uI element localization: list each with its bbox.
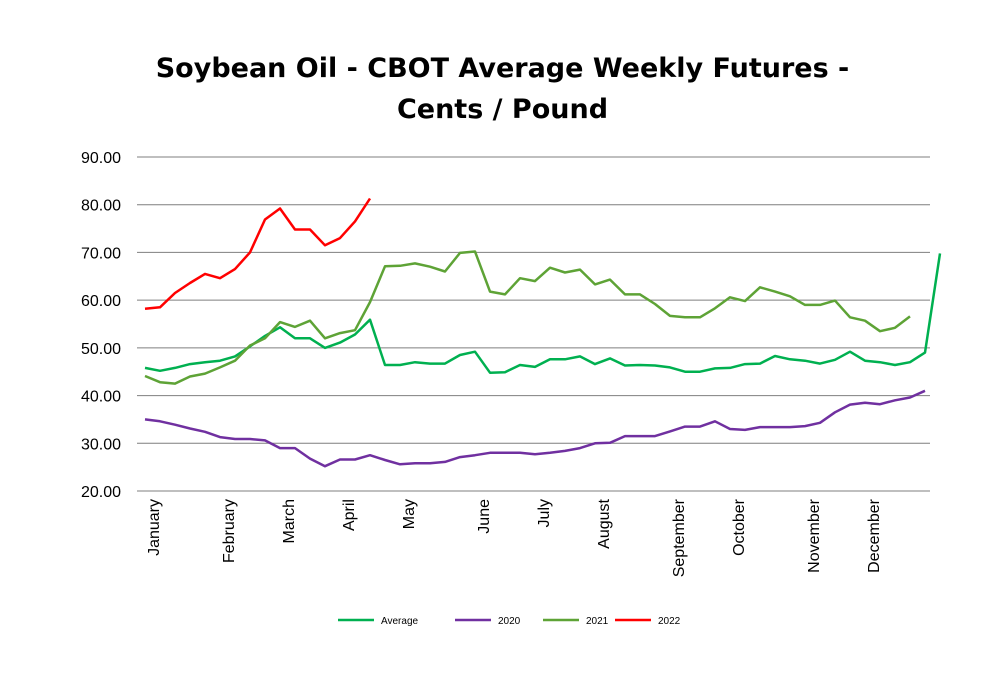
series-line-2020 — [144, 389, 926, 468]
y-tick-label: 70.00 — [81, 245, 121, 262]
gridlines — [137, 156, 930, 492]
chart-title-line-2: Cents / Pound — [396, 94, 609, 125]
x-tick-label: February — [221, 499, 238, 563]
y-tick-label: 80.00 — [81, 198, 121, 215]
legend-label: 2022 — [658, 616, 681, 627]
legend-label: 2020 — [498, 616, 521, 627]
x-axis-month-labels: January February March April May June July Augu… — [146, 498, 883, 577]
series-lines — [144, 197, 942, 468]
series-line-average — [144, 253, 942, 374]
x-tick-label: July — [536, 499, 553, 527]
x-tick-label: August — [596, 498, 613, 548]
chart-title: Soybean Oil - CBOT Average Weekly Future… — [0, 48, 1005, 130]
y-tick-label: 30.00 — [81, 436, 121, 453]
x-tick-label: January — [146, 499, 163, 556]
y-tick-label: 20.00 — [81, 484, 121, 501]
legend-label: 2021 — [586, 616, 609, 627]
legend: Average 2020 2021 2022 — [338, 616, 681, 627]
chart-title-line-1: Soybean Oil - CBOT Average Weekly Future… — [155, 53, 850, 84]
x-tick-label: September — [671, 498, 688, 577]
y-tick-label: 60.00 — [81, 293, 121, 310]
legend-label: Average — [381, 616, 419, 627]
y-axis-ticks: 90.00 80.00 70.00 60.00 50.00 40.00 30.00 20.00 — [81, 150, 121, 501]
x-tick-label: May — [401, 499, 418, 529]
x-tick-label: November — [806, 498, 823, 572]
x-tick-label: October — [731, 498, 748, 556]
y-tick-label: 50.00 — [81, 341, 121, 358]
x-tick-label: June — [476, 499, 493, 534]
series-line-2021 — [144, 250, 911, 385]
y-tick-label: 40.00 — [81, 389, 121, 406]
y-tick-label: 90.00 — [81, 150, 121, 167]
series-line-2022 — [144, 197, 372, 310]
x-tick-label: December — [866, 498, 883, 572]
x-tick-label: April — [341, 499, 358, 531]
x-tick-label: March — [281, 499, 298, 543]
